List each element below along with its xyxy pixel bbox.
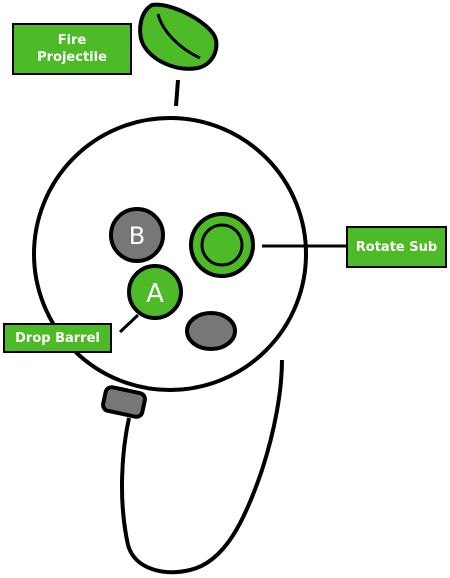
controller-head (32, 116, 308, 392)
controller-handle (119, 359, 284, 575)
drop-barrel-label: Drop Barrel (3, 323, 112, 353)
b-button (109, 207, 165, 263)
trigger-button (138, 2, 219, 71)
b-button-label: B (129, 222, 145, 250)
fire-projectile-label-line1: Fire (57, 33, 87, 48)
a-button (127, 264, 183, 320)
a-button-label: A (146, 279, 164, 309)
fire-projectile-label: Fire Projectile (12, 23, 132, 75)
rotate-sub-label: Rotate Sub (346, 226, 447, 268)
thumbstick (189, 212, 255, 278)
trigger-leader-line (174, 79, 180, 107)
grip-button (101, 385, 147, 419)
a-button-leader-line (118, 313, 140, 334)
fire-projectile-label-line2: Projectile (37, 50, 107, 65)
menu-button (185, 311, 237, 351)
